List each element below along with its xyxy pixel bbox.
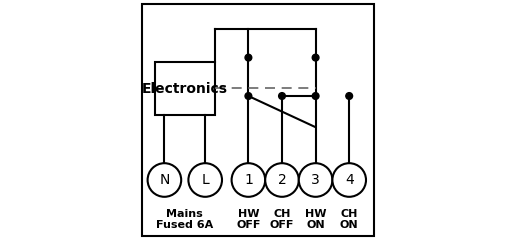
Text: 4: 4 — [345, 173, 353, 187]
Circle shape — [245, 54, 252, 61]
Circle shape — [299, 163, 332, 197]
Text: 3: 3 — [311, 173, 320, 187]
Text: Electronics: Electronics — [142, 82, 228, 96]
Text: CH
OFF: CH OFF — [270, 209, 294, 230]
Text: CH
ON: CH ON — [340, 209, 359, 230]
FancyBboxPatch shape — [155, 62, 215, 115]
Circle shape — [245, 93, 252, 99]
Circle shape — [232, 163, 265, 197]
Text: 2: 2 — [278, 173, 286, 187]
Circle shape — [148, 163, 181, 197]
Circle shape — [346, 93, 352, 99]
Circle shape — [312, 54, 319, 61]
Text: Mains
Fused 6A: Mains Fused 6A — [156, 209, 214, 230]
Text: 1: 1 — [244, 173, 253, 187]
Text: L: L — [201, 173, 209, 187]
Text: N: N — [159, 173, 170, 187]
Circle shape — [265, 163, 299, 197]
Text: HW
ON: HW ON — [305, 209, 326, 230]
Circle shape — [312, 93, 319, 99]
Circle shape — [279, 93, 285, 99]
Circle shape — [188, 163, 222, 197]
Text: HW
OFF: HW OFF — [236, 209, 261, 230]
Circle shape — [332, 163, 366, 197]
